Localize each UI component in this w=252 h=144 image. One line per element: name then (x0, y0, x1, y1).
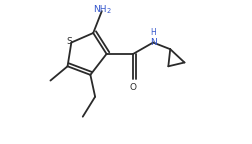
Text: H: H (150, 28, 155, 37)
Text: NH: NH (93, 5, 106, 14)
Text: 2: 2 (107, 8, 111, 14)
Text: N: N (149, 38, 156, 47)
Text: O: O (129, 83, 136, 92)
Text: S: S (66, 37, 72, 46)
